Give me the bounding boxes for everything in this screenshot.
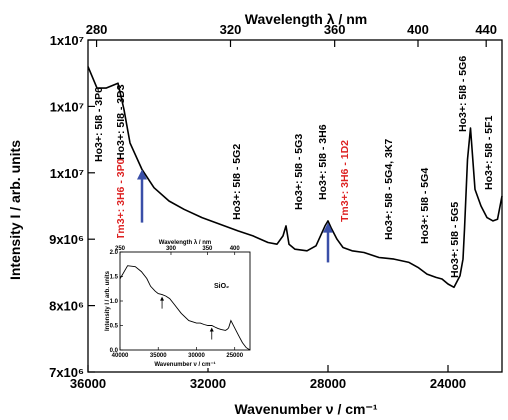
top-tick-label: 280 (86, 22, 108, 37)
inset-arrow-head (160, 296, 165, 301)
y-tick-label: 7x10⁶ (49, 365, 84, 380)
arrow-head (137, 169, 147, 180)
bottom-tick-label: 24000 (430, 376, 466, 391)
tick-layer: 36000 32000 28000 24000 280 320 360 400 440 7x10⁶… (49, 22, 497, 391)
bottom-tick-label: 32000 (190, 376, 226, 391)
inset-bottom-tick-label: 25000 (226, 353, 243, 359)
inset-bottom-tick-label: 35000 (150, 353, 167, 359)
annotation-ho-5i8-5g3: Ho3+: 5I8 - 5G3 (293, 134, 305, 210)
annotation-ho-5i8-3p6: Ho3+: 5I8 - 3P6 (93, 87, 105, 162)
inset-arrow-layer (160, 296, 214, 340)
top-axis-title: Wavelength λ / nm (245, 11, 367, 27)
annotation-tm-3h6-3p0: Tm3+: 3H6 - 3P0 (115, 158, 127, 240)
inset-top-tick-label: 400 (230, 246, 241, 252)
annotation-ho-5i8-5g5: Ho3+: 5I8 - 5G5 (449, 202, 461, 278)
inset-y-tick-label: 1.0 (110, 299, 119, 305)
inset-spectrum-line (119, 265, 251, 351)
annotation-ho-5i8-3h6: Ho3+: 5I8 - 3H6 (317, 124, 329, 200)
inset-y-tick-label: 0.5 (110, 324, 119, 330)
plot-frame (87, 39, 503, 373)
annotations: Ho3+: 5I8 - 3P6 Ho3+: 5I8 - 3D3 Tm3+: 3H… (93, 56, 495, 278)
top-tick-label: 440 (475, 22, 497, 37)
arrow-head (323, 222, 333, 233)
inset-y-axis-title: Intensity I / arb. units (105, 270, 111, 331)
annotation-ho-5i8-5g6: Ho3+: 5I8 - 5G6 (457, 56, 469, 132)
annotation-ho-5i8-5f1: Ho3+: 5I8 - 5F1 (483, 115, 495, 190)
annotation-ho-5i8-5g2: Ho3+: 5I8 - 5G2 (231, 144, 243, 220)
inset-chart: Wavelength λ / nm Wavenumber ν / cm⁻¹ In… (104, 238, 252, 368)
annotation-tm-3h6-1d2: Tm3+: 3H6 - 1D2 (339, 140, 351, 222)
inset-bottom-tick-label: 40000 (112, 353, 129, 359)
y-tick-label: 8x10⁶ (49, 299, 84, 314)
annotation-ho-5i8-3d3: Ho3+: 5I8 - 3D3 (115, 84, 127, 160)
annotation-ho-5i8-5g4: Ho3+: 5I8 - 5G4 (419, 168, 431, 244)
bottom-tick-label: 36000 (70, 376, 106, 391)
inset-tick-layer: 40000 35000 30000 25000 250 300 350 400 0.0 0.5 1.… (110, 246, 244, 359)
y-axis-title: Intensity I / arb. units (7, 140, 23, 280)
arrow-layer (137, 169, 333, 263)
inset-y-tick-label: 2.0 (110, 250, 119, 256)
inset-top-tick-label: 300 (166, 246, 177, 252)
top-tick-label: 400 (407, 22, 429, 37)
inset-y-tick-label: 1.5 (110, 275, 119, 281)
inset-bottom-tick-label: 30000 (188, 353, 205, 359)
inset-background (104, 238, 252, 368)
top-tick-label: 360 (324, 22, 346, 37)
inset-arrow-head (209, 327, 214, 332)
y-tick-label: 1x10⁷ (50, 99, 84, 114)
inset-y-tick-label: 0.0 (110, 348, 119, 354)
annotation-ho-5i8-5g4-3k7: Ho3+: 5I8 - 5G4, 3K7 (383, 139, 395, 240)
inset-top-tick-label: 350 (202, 246, 213, 252)
inset-sample-label: SiO₂ (214, 283, 229, 290)
inset-top-tick-label: 250 (115, 246, 126, 252)
bottom-tick-label: 28000 (310, 376, 346, 391)
y-tick-label: 1x10⁷ (50, 33, 84, 48)
y-tick-label: 9x10⁶ (49, 232, 84, 247)
inset-top-axis-title: Wavelength λ / nm (159, 240, 211, 246)
y-tick-label: 1x10⁷ (50, 166, 84, 181)
bottom-axis-title: Wavenumber ν / cm⁻¹ (234, 401, 377, 417)
spectrum-line (87, 66, 503, 289)
top-tick-label: 320 (220, 22, 242, 37)
inset-bottom-axis-title: Wavenumber ν / cm⁻¹ (154, 361, 215, 368)
